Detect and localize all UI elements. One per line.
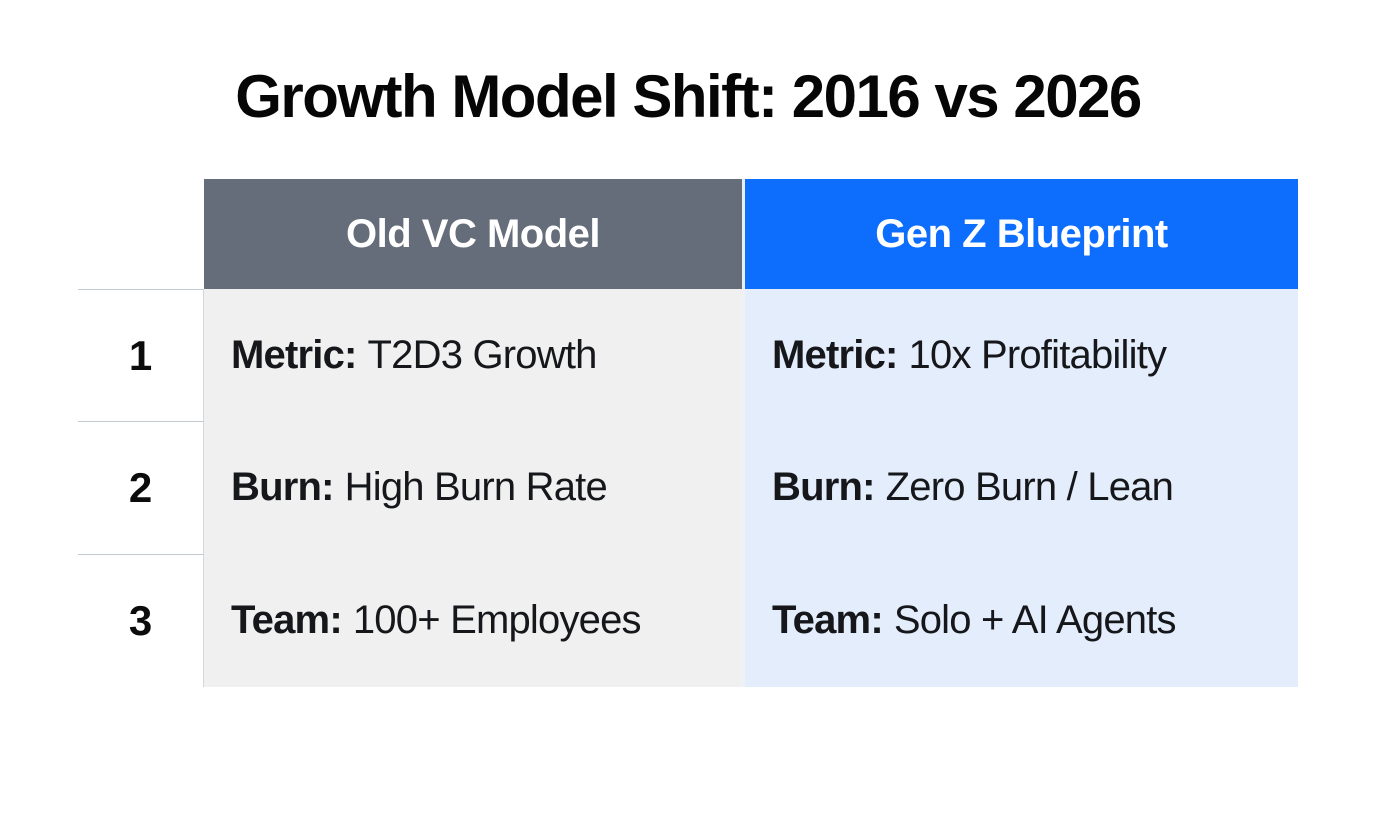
cell-value: Solo + AI Agents <box>893 598 1177 642</box>
cell-value: T2D3 Growth <box>367 332 598 377</box>
page-title: Growth Model Shift: 2016 vs 2026 <box>235 63 1142 130</box>
column-header-genz-label: Gen Z Blueprint <box>875 211 1168 256</box>
cell-label: Metric: <box>231 332 357 377</box>
table-row-cell-genz-team: Team: Solo + AI Agents <box>742 554 1298 687</box>
page: Growth Model Shift: 2016 vs 2026 Old VC … <box>0 62 1376 830</box>
table-row-cell-old-team: Team: 100+ Employees <box>204 554 742 687</box>
cell-label: Metric: <box>772 332 898 377</box>
cell-value: Zero Burn / Lean <box>885 465 1174 509</box>
cell-value: 100+ Employees <box>352 598 642 642</box>
column-header-old-label: Old VC Model <box>346 211 601 256</box>
table-row-cell-old-metric: Metric: T2D3 Growth <box>204 289 742 421</box>
table-row-cell-old-burn: Burn: High Burn Rate <box>204 421 742 554</box>
row-number: 3 <box>78 554 204 687</box>
column-header-gen-z-blueprint: Gen Z Blueprint <box>742 179 1298 289</box>
column-header-old-vc-model: Old VC Model <box>204 179 742 289</box>
cell-label: Burn: <box>772 465 875 509</box>
cell-label: Team: <box>231 598 343 642</box>
row-number: 2 <box>78 421 204 554</box>
cell-value: 10x Profitability <box>908 332 1167 377</box>
cell-label: Team: <box>772 598 884 642</box>
comparison-table: Old VC Model Gen Z Blueprint 1 Metric: T… <box>78 179 1298 687</box>
cell-label: Burn: <box>231 465 334 509</box>
table-row-cell-genz-metric: Metric: 10x Profitability <box>742 289 1298 421</box>
cell-value: High Burn Rate <box>344 465 608 509</box>
row-number: 1 <box>78 289 204 421</box>
table-row-cell-genz-burn: Burn: Zero Burn / Lean <box>742 421 1298 554</box>
header-gutter-spacer <box>78 179 204 289</box>
